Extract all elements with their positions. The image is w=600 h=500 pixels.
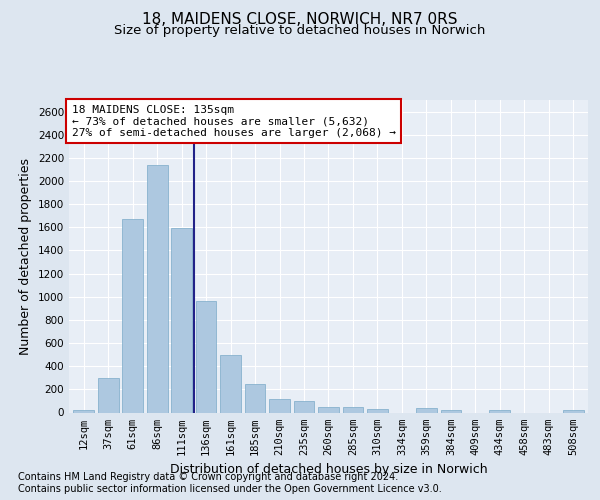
Bar [416,408,437,412]
Text: Contains public sector information licensed under the Open Government Licence v3: Contains public sector information licen… [18,484,442,494]
Y-axis label: Number of detached properties: Number of detached properties [19,158,32,355]
Bar [343,408,364,412]
Text: Size of property relative to detached houses in Norwich: Size of property relative to detached ho… [115,24,485,37]
Bar [171,228,192,412]
Bar [147,165,167,412]
Text: 18, MAIDENS CLOSE, NORWICH, NR7 0RS: 18, MAIDENS CLOSE, NORWICH, NR7 0RS [142,12,458,28]
Text: Contains HM Land Registry data © Crown copyright and database right 2024.: Contains HM Land Registry data © Crown c… [18,472,398,482]
Bar [98,378,119,412]
X-axis label: Distribution of detached houses by size in Norwich: Distribution of detached houses by size … [170,463,487,476]
Bar [440,410,461,412]
Bar [245,384,265,412]
Bar [73,410,94,412]
Bar [318,406,339,412]
Bar [269,398,290,412]
Bar [293,401,314,412]
Bar [196,302,217,412]
Bar [122,219,143,412]
Bar [220,354,241,412]
Bar [367,409,388,412]
Bar [563,410,584,412]
Bar [490,410,510,412]
Text: 18 MAIDENS CLOSE: 135sqm
← 73% of detached houses are smaller (5,632)
27% of sem: 18 MAIDENS CLOSE: 135sqm ← 73% of detach… [71,104,395,138]
